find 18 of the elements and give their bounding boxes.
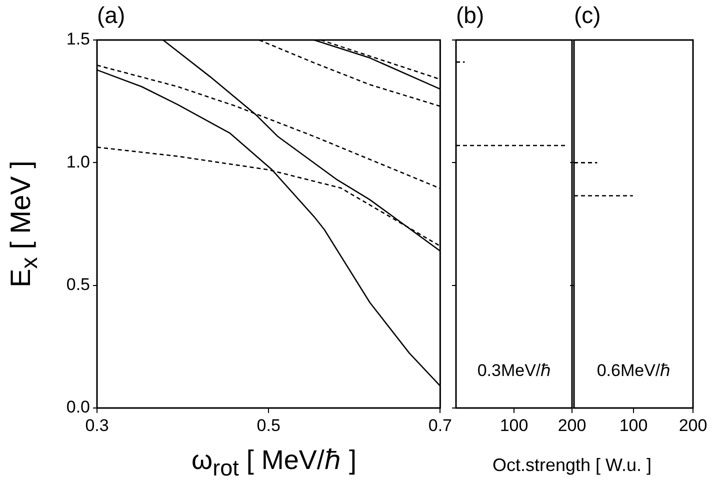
x-axis-title: Oct.strength [ W.u. ] — [492, 455, 652, 476]
y-tick-label: 0.5 — [66, 275, 90, 294]
x-axis-title: ω$_{rot}$ [ MeV/ℏ ] — [192, 444, 356, 482]
annotation: 0.3MeV/ℏ — [477, 360, 551, 381]
y-tick-label: 1.5 — [66, 30, 90, 49]
y-tick-label: 0.0 — [66, 398, 90, 417]
x-tick-label: 200 — [678, 416, 708, 435]
chart-title: (c) — [574, 2, 601, 29]
chart-title: (b) — [456, 2, 484, 29]
y-tick-label: 1.0 — [66, 152, 90, 172]
x-tick-label: 0.7 — [428, 416, 452, 435]
x-tick-label: 100 — [619, 416, 648, 435]
x-tick-label: 100 — [500, 416, 528, 435]
x-tick-label: 0.3 — [85, 416, 109, 435]
annotation: 0.6MeV/ℏ — [596, 360, 670, 381]
x-tick-label: 200 — [558, 416, 586, 435]
chart-title: (a) — [97, 2, 126, 29]
x-tick-label: 0.5 — [256, 416, 280, 435]
